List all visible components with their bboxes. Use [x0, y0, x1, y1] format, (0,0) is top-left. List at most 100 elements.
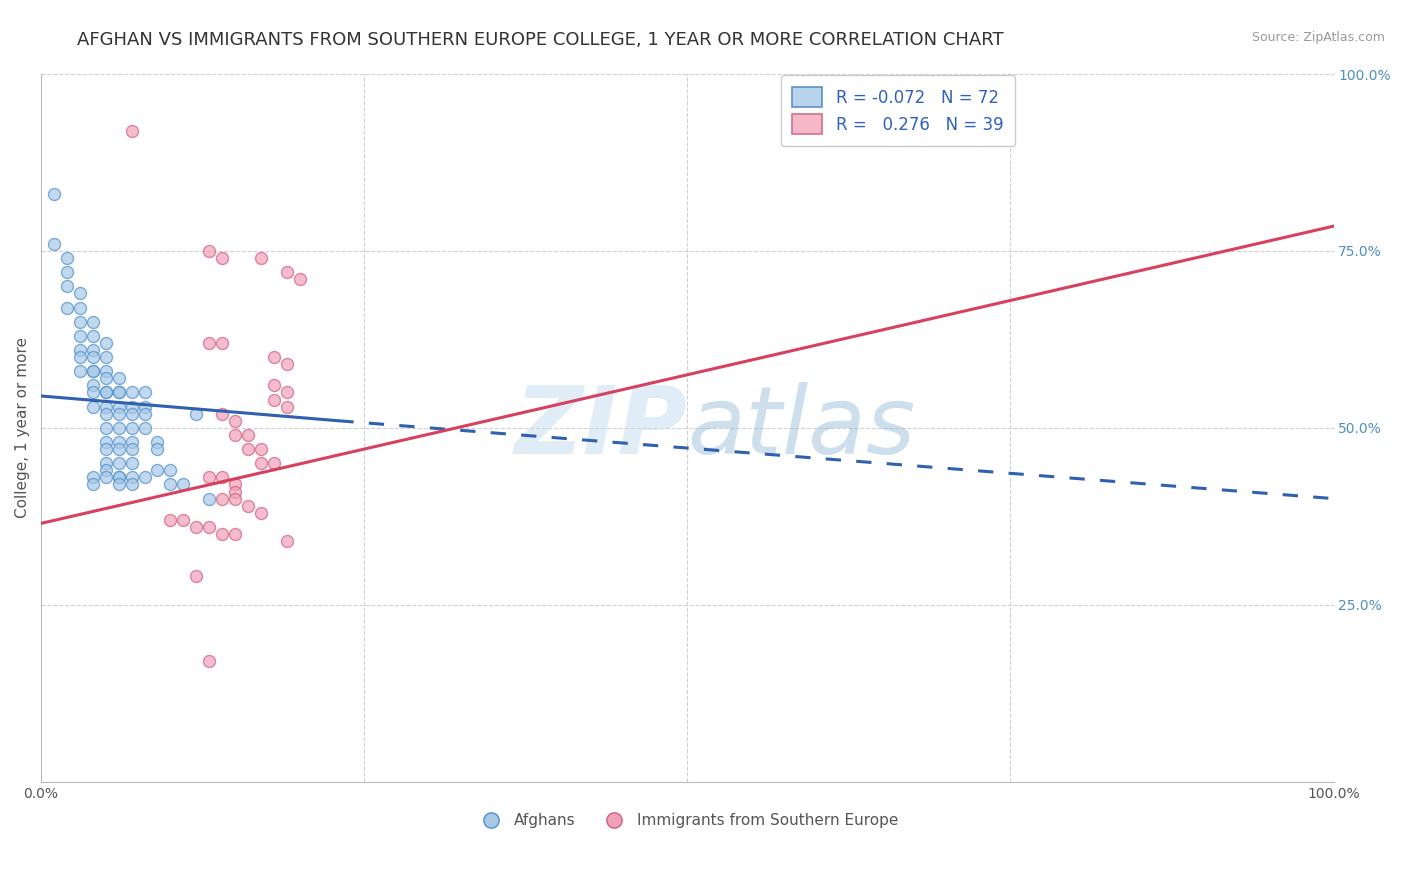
Point: [211, 407, 233, 421]
Text: ZIP: ZIP: [515, 382, 688, 474]
Point: [121, 456, 143, 470]
Point: [82, 364, 104, 378]
Point: [263, 456, 285, 470]
Point: [94, 442, 117, 456]
Point: [263, 350, 285, 364]
Point: [121, 400, 143, 414]
Point: [94, 400, 117, 414]
Point: [107, 371, 129, 385]
Point: [94, 456, 117, 470]
Point: [107, 470, 129, 484]
Point: [198, 520, 221, 534]
Point: [198, 654, 221, 668]
Point: [211, 470, 233, 484]
Point: [82, 329, 104, 343]
Point: [69, 364, 91, 378]
Point: [186, 520, 208, 534]
Point: [211, 491, 233, 506]
Point: [82, 385, 104, 400]
Point: [134, 470, 156, 484]
Point: [224, 414, 246, 428]
Point: [107, 421, 129, 435]
Point: [94, 371, 117, 385]
Point: [82, 350, 104, 364]
Point: [186, 569, 208, 583]
Point: [224, 477, 246, 491]
Point: [263, 392, 285, 407]
Point: [42, 187, 65, 202]
Legend: Afghans, Immigrants from Southern Europe: Afghans, Immigrants from Southern Europe: [470, 807, 904, 834]
Text: atlas: atlas: [688, 383, 915, 474]
Point: [211, 335, 233, 350]
Point: [94, 385, 117, 400]
Point: [276, 534, 298, 549]
Point: [69, 350, 91, 364]
Point: [107, 385, 129, 400]
Point: [224, 484, 246, 499]
Point: [56, 279, 79, 293]
Point: [94, 335, 117, 350]
Point: [198, 335, 221, 350]
Point: [146, 463, 169, 477]
Point: [56, 301, 79, 315]
Point: [107, 400, 129, 414]
Point: [107, 435, 129, 450]
Point: [224, 527, 246, 541]
Point: [134, 407, 156, 421]
Point: [56, 251, 79, 265]
Point: [134, 421, 156, 435]
Text: Source: ZipAtlas.com: Source: ZipAtlas.com: [1251, 31, 1385, 45]
Point: [172, 477, 194, 491]
Point: [42, 236, 65, 251]
Point: [82, 343, 104, 357]
Point: [250, 506, 273, 520]
Point: [69, 343, 91, 357]
Point: [82, 477, 104, 491]
Point: [82, 364, 104, 378]
Point: [121, 407, 143, 421]
Point: [94, 463, 117, 477]
Point: [107, 477, 129, 491]
Point: [107, 442, 129, 456]
Point: [121, 477, 143, 491]
Point: [186, 407, 208, 421]
Point: [146, 442, 169, 456]
Point: [250, 456, 273, 470]
Point: [159, 463, 181, 477]
Text: AFGHAN VS IMMIGRANTS FROM SOUTHERN EUROPE COLLEGE, 1 YEAR OR MORE CORRELATION CH: AFGHAN VS IMMIGRANTS FROM SOUTHERN EUROP…: [77, 31, 1004, 49]
Point: [107, 456, 129, 470]
Point: [69, 315, 91, 329]
Point: [250, 442, 273, 456]
Point: [276, 357, 298, 371]
Point: [107, 470, 129, 484]
Point: [69, 286, 91, 301]
Point: [236, 428, 259, 442]
Point: [94, 350, 117, 364]
Point: [211, 527, 233, 541]
Point: [198, 470, 221, 484]
Y-axis label: College, 1 year or more: College, 1 year or more: [15, 337, 30, 518]
Point: [224, 428, 246, 442]
Point: [107, 407, 129, 421]
Point: [159, 513, 181, 527]
Point: [121, 421, 143, 435]
Point: [198, 491, 221, 506]
Point: [69, 301, 91, 315]
Point: [94, 407, 117, 421]
Point: [121, 442, 143, 456]
Point: [94, 385, 117, 400]
Point: [263, 378, 285, 392]
Point: [276, 400, 298, 414]
Point: [236, 442, 259, 456]
Point: [134, 400, 156, 414]
Point: [172, 513, 194, 527]
Point: [121, 470, 143, 484]
Point: [121, 385, 143, 400]
Point: [146, 435, 169, 450]
Point: [276, 385, 298, 400]
Point: [224, 491, 246, 506]
Point: [276, 265, 298, 279]
Point: [82, 470, 104, 484]
Point: [250, 251, 273, 265]
Point: [56, 265, 79, 279]
